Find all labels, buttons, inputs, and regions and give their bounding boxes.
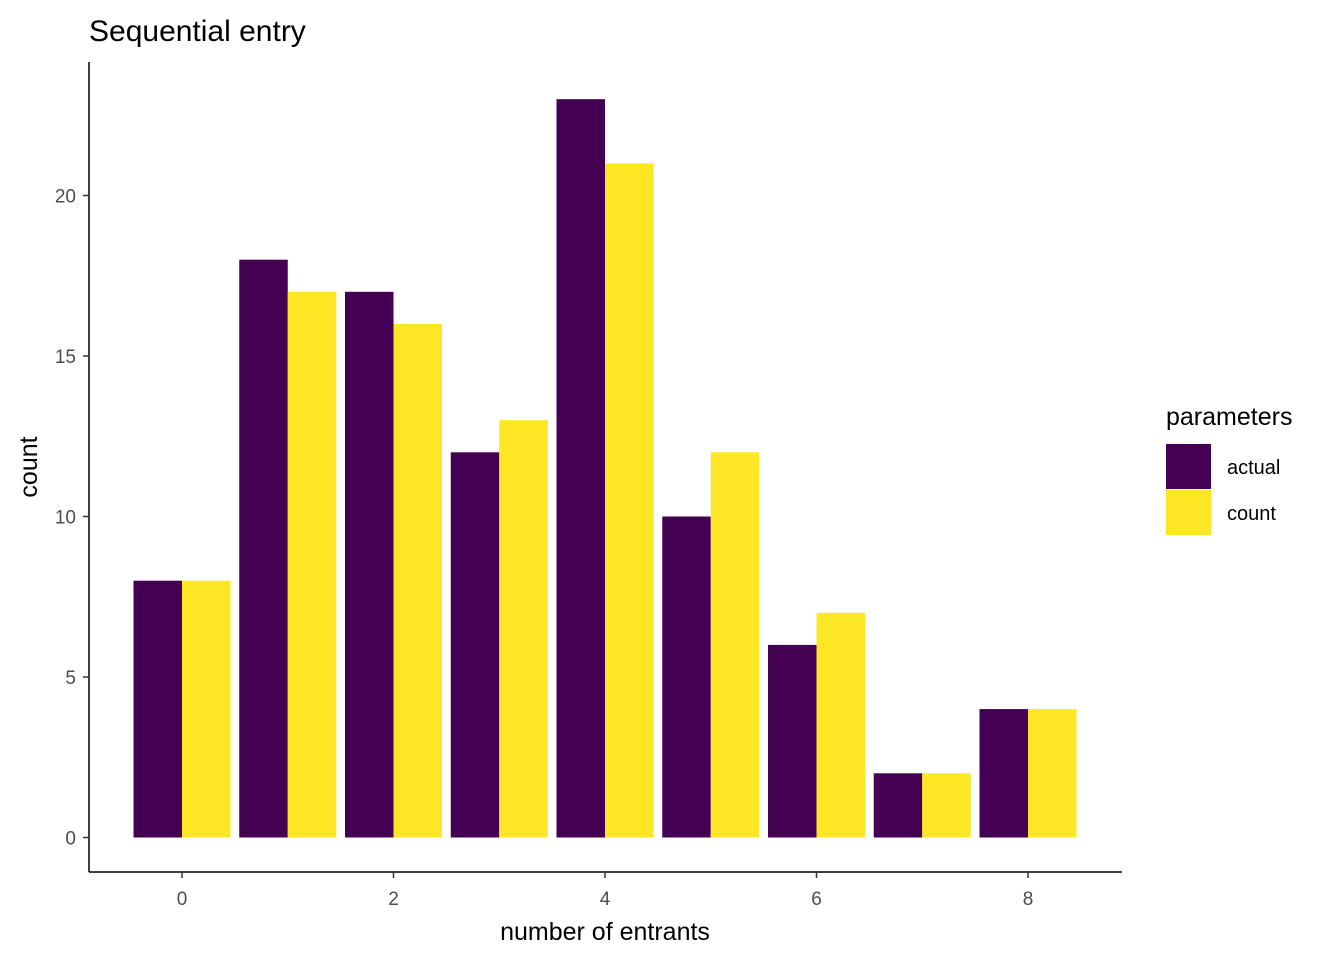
x-ticks: 0 2 4 6 8 xyxy=(177,872,1034,910)
bar-count-8 xyxy=(1028,709,1077,838)
bar-actual-5 xyxy=(662,516,711,838)
x-tick-label: 8 xyxy=(1023,889,1034,910)
y-tick-label: 15 xyxy=(55,347,76,368)
bar-actual-6 xyxy=(768,644,817,838)
x-tick-label: 0 xyxy=(177,889,188,910)
x-axis-title: number of entrants xyxy=(500,918,710,946)
bar-count-1 xyxy=(287,291,337,838)
legend-label-actual: actual xyxy=(1227,457,1280,479)
bar-actual-2 xyxy=(345,291,394,838)
bar-count-5 xyxy=(710,452,760,838)
bar-actual-0 xyxy=(133,580,182,838)
bar-actual-7 xyxy=(873,773,923,838)
y-tick-label: 0 xyxy=(65,829,76,850)
legend-swatch-count xyxy=(1166,490,1211,535)
y-tick-label: 5 xyxy=(65,668,76,689)
y-tick-label: 20 xyxy=(55,187,76,208)
bar-count-4 xyxy=(605,163,654,838)
bars-layer xyxy=(133,99,1077,838)
chart-title: Sequential entry xyxy=(89,15,306,48)
legend-title: parameters xyxy=(1166,403,1292,431)
y-ticks: 0 5 10 15 20 xyxy=(55,187,89,850)
x-tick-label: 2 xyxy=(388,889,399,910)
bar-count-2 xyxy=(393,323,442,838)
bar-count-3 xyxy=(499,420,548,838)
bar-count-7 xyxy=(922,773,971,838)
bar-actual-1 xyxy=(239,259,288,838)
y-tick-label: 10 xyxy=(55,508,76,529)
x-tick-label: 4 xyxy=(600,889,611,910)
bar-actual-3 xyxy=(450,452,500,838)
legend-label-count: count xyxy=(1227,503,1276,525)
y-axis-title: count xyxy=(15,436,43,497)
legend-items: actual count xyxy=(1166,444,1280,535)
bar-count-6 xyxy=(816,612,865,838)
legend-swatch-actual xyxy=(1166,444,1211,489)
bar-actual-4 xyxy=(556,99,605,838)
x-tick-label: 6 xyxy=(811,889,822,910)
bar-actual-8 xyxy=(979,709,1028,838)
legend: parameters actual count xyxy=(1166,403,1292,535)
bar-count-0 xyxy=(182,580,231,838)
